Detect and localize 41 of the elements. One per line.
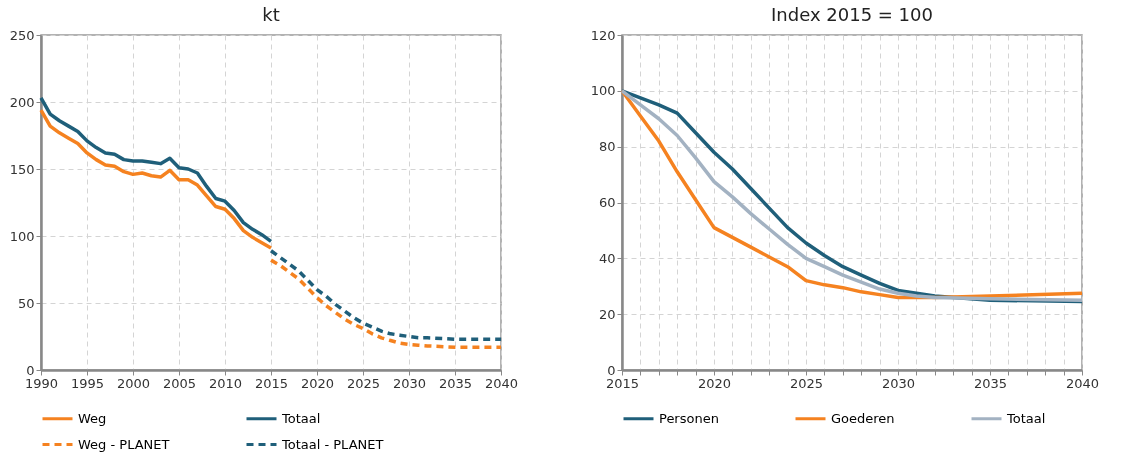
x-tick-label: 2035 [438,375,473,391]
y-tick-label: 0 [26,362,35,378]
legend-label: Weg [78,410,107,426]
y-tick-label: 40 [598,250,616,266]
chart-title: kt [262,4,280,25]
x-tick-label: 2015 [254,375,289,391]
y-tick-label: 250 [9,27,35,43]
legend-label: Goederen [831,410,895,426]
chart-title: Index 2015 = 100 [771,4,933,25]
x-tick-label: 2010 [208,375,243,391]
y-tick-label: 100 [590,83,616,99]
y-tick-label: 20 [598,306,616,322]
line-series [269,248,503,341]
x-tick-label: 2035 [973,375,1008,391]
legend-label: Totaal - PLANET [281,436,384,452]
x-tick-label: 2020 [300,375,335,391]
y-tick-label: 100 [9,228,35,244]
y-tick-label: 60 [598,195,616,210]
legend-label: Totaal [281,410,321,426]
line-series [269,258,503,349]
x-tick-label: 2020 [697,375,732,391]
legend-label: Personen [659,410,719,426]
legend-label: Totaal [1006,410,1046,426]
x-tick-label: 1990 [24,375,59,391]
x-tick-label: 1995 [70,375,105,391]
x-tick-label: 2040 [1065,375,1100,391]
y-tick-label: 50 [17,295,35,311]
x-tick-label: 2030 [392,375,427,391]
x-tick-label: 2025 [789,375,824,391]
y-tick-label: 80 [598,139,616,155]
y-tick-label: 200 [9,94,35,110]
y-tick-label: 150 [9,161,35,177]
y-tick-label: 120 [590,27,616,43]
y-tick-label: 0 [607,362,616,378]
x-tick-label: 2030 [881,375,916,391]
x-tick-label: 2000 [116,375,151,391]
x-tick-label: 2040 [484,375,519,391]
x-tick-label: 2015 [605,375,640,391]
x-tick-label: 2005 [162,375,197,391]
x-tick-label: 2025 [346,375,381,391]
legend-label: Weg - PLANET [78,436,170,452]
